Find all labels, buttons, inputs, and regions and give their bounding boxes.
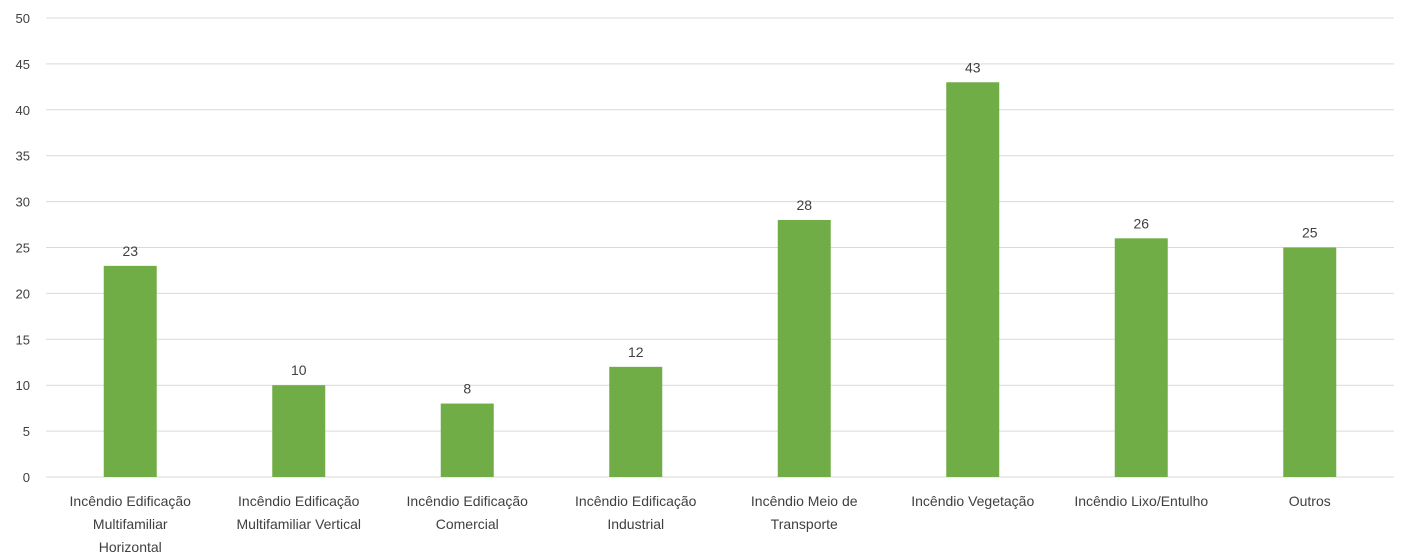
x-category-label-line: Industrial [607, 516, 664, 532]
x-category-label-line: Comercial [436, 516, 499, 532]
y-tick-label: 15 [16, 332, 30, 347]
data-label-4: 28 [796, 197, 812, 213]
y-tick-label: 5 [23, 424, 30, 439]
y-tick-label: 30 [16, 195, 30, 210]
bar-4 [777, 219, 831, 477]
x-axis: Incêndio Edificação Multifamiliar Horizont… [70, 493, 1331, 554]
x-category-label-line: Incêndio Edificação [407, 493, 529, 509]
data-label-3: 12 [628, 344, 644, 360]
x-category-label-line: Incêndio Edificação [238, 493, 360, 509]
gridlines [46, 17, 1394, 478]
y-tick-label: 50 [16, 11, 30, 26]
x-category-label-line: Transporte [771, 516, 838, 532]
x-category-label-line: Incêndio Lixo/Entulho [1074, 493, 1208, 509]
x-category-label-3: Incêndio Edificação Industrial [575, 493, 697, 532]
y-axis: 0 5 10 15 20 25 30 35 40 45 50 [16, 11, 30, 485]
x-category-label-1: Incêndio Edificação Multifamiliar Vertica… [237, 493, 361, 532]
y-tick-label: 45 [16, 57, 30, 72]
data-label-0: 23 [122, 243, 138, 259]
y-tick-label: 40 [16, 103, 30, 118]
x-category-label-4: Incêndio Meio de Transporte [751, 493, 858, 532]
y-tick-label: 35 [16, 149, 30, 164]
x-category-label-line: Outros [1289, 493, 1331, 509]
x-category-label-7: Outros [1289, 493, 1331, 509]
bar-3 [609, 366, 663, 477]
bar-7 [1283, 247, 1337, 477]
y-tick-label: 10 [16, 378, 30, 393]
data-label-2: 8 [463, 381, 471, 397]
data-labels: 23 10 8 12 28 43 26 25 [122, 59, 1317, 396]
bar-6 [1114, 238, 1168, 477]
bar-1 [272, 385, 326, 477]
x-category-label-line: Incêndio Edificação [70, 493, 192, 509]
x-category-label-line: Multifamiliar [93, 516, 168, 532]
y-tick-label: 25 [16, 241, 30, 256]
x-category-label-line: Multifamiliar Vertical [237, 516, 361, 532]
x-category-label-2: Incêndio Edificação Comercial [407, 493, 529, 532]
data-label-1: 10 [291, 362, 307, 378]
x-category-label-line: Incêndio Edificação [575, 493, 697, 509]
x-category-label-line: Incêndio Meio de [751, 493, 858, 509]
y-tick-label: 0 [23, 470, 30, 485]
bars [103, 82, 1337, 477]
x-category-label-line: Horizontal [99, 539, 162, 554]
x-category-label-0: Incêndio Edificação Multifamiliar Horizont… [70, 493, 192, 554]
bar-2 [440, 403, 494, 477]
data-label-6: 26 [1133, 215, 1149, 231]
bar-0 [103, 265, 157, 477]
data-label-5: 43 [965, 59, 981, 75]
bar-5 [946, 82, 1000, 477]
x-category-label-line: Incêndio Vegetação [911, 493, 1034, 509]
y-tick-label: 20 [16, 286, 30, 301]
x-category-label-5: Incêndio Vegetação [911, 493, 1034, 509]
data-label-7: 25 [1302, 225, 1318, 241]
x-category-label-6: Incêndio Lixo/Entulho [1074, 493, 1208, 509]
